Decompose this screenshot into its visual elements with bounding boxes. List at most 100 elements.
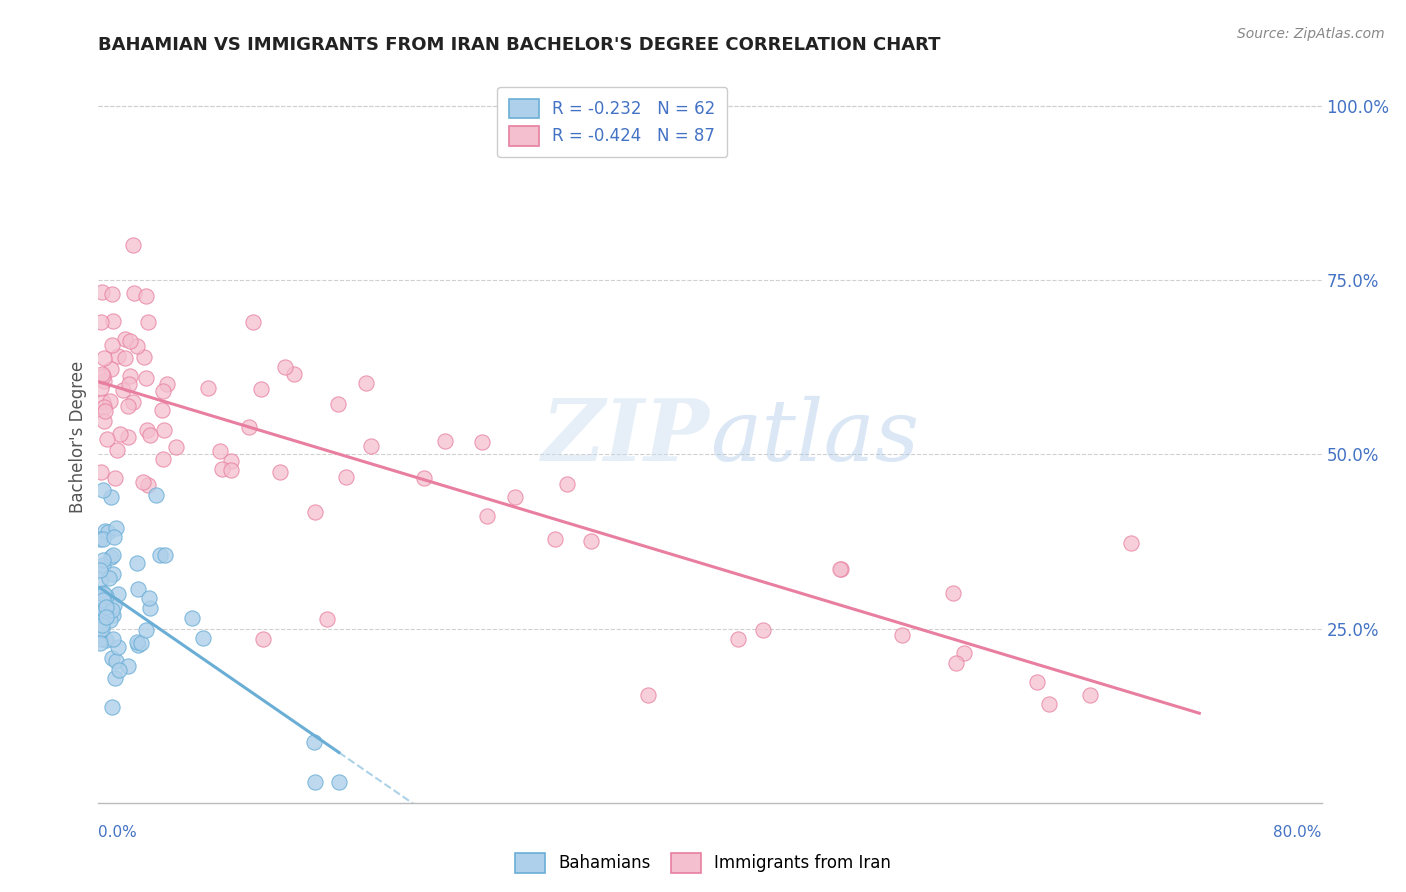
Point	[152, 423, 174, 437]
Point	[139, 428, 162, 442]
Point	[105, 521, 128, 535]
Point	[135, 423, 157, 437]
Point	[250, 382, 273, 396]
Text: BAHAMIAN VS IMMIGRANTS FROM IRAN BACHELOR'S DEGREE CORRELATION CHART: BAHAMIAN VS IMMIGRANTS FROM IRAN BACHELO…	[98, 36, 941, 54]
Point	[136, 315, 159, 329]
Point	[942, 586, 965, 600]
Point	[103, 632, 125, 646]
Point	[555, 476, 578, 491]
Point	[94, 589, 117, 603]
Point	[93, 414, 115, 428]
Point	[94, 404, 117, 418]
Point	[752, 623, 775, 637]
Point	[101, 607, 124, 622]
Point	[135, 289, 157, 303]
Point	[105, 654, 128, 668]
Point	[180, 610, 202, 624]
Point	[108, 427, 131, 442]
Point	[117, 399, 139, 413]
Point	[104, 471, 127, 485]
Point	[165, 440, 187, 454]
Point	[97, 524, 120, 539]
Point	[127, 582, 149, 596]
Point	[100, 490, 122, 504]
Point	[242, 315, 264, 329]
Point	[1038, 698, 1060, 712]
Point	[94, 609, 117, 624]
Point	[98, 613, 121, 627]
Text: atlas: atlas	[710, 396, 920, 478]
Point	[117, 659, 139, 673]
Point	[100, 362, 122, 376]
Point	[138, 601, 160, 615]
Point	[100, 603, 122, 617]
Point	[637, 688, 659, 702]
Point	[91, 558, 114, 573]
Point	[579, 534, 602, 549]
Point	[107, 350, 129, 364]
Point	[107, 587, 129, 601]
Point	[101, 338, 124, 352]
Legend: R = -0.232   N = 62, R = -0.424   N = 87: R = -0.232 N = 62, R = -0.424 N = 87	[498, 87, 727, 157]
Point	[114, 333, 136, 347]
Text: 80.0%: 80.0%	[1274, 825, 1322, 840]
Point	[94, 600, 117, 615]
Point	[219, 454, 242, 468]
Point	[269, 465, 291, 479]
Point	[91, 585, 114, 599]
Text: Source: ZipAtlas.com: Source: ZipAtlas.com	[1237, 27, 1385, 41]
Point	[209, 444, 232, 458]
Point	[94, 632, 117, 647]
Point	[93, 587, 115, 601]
Point	[316, 612, 339, 626]
Point	[138, 591, 160, 605]
Point	[117, 430, 139, 444]
Point	[90, 623, 112, 637]
Point	[145, 488, 167, 502]
Point	[98, 571, 121, 585]
Point	[127, 634, 149, 648]
Point	[1026, 674, 1049, 689]
Point	[135, 371, 157, 385]
Point	[100, 700, 122, 714]
Point	[135, 623, 157, 637]
Point	[89, 533, 111, 547]
Point	[134, 351, 156, 365]
Point	[96, 432, 118, 446]
Point	[100, 549, 122, 564]
Point	[326, 397, 349, 411]
Point	[335, 470, 357, 484]
Point	[90, 614, 112, 628]
Point	[211, 462, 233, 476]
Point	[503, 490, 526, 504]
Point	[152, 384, 174, 398]
Point	[103, 598, 125, 612]
Point	[104, 671, 127, 685]
Point	[197, 381, 219, 395]
Point	[131, 475, 153, 489]
Text: ZIP: ZIP	[543, 395, 710, 479]
Point	[108, 663, 131, 677]
Point	[93, 351, 115, 365]
Point	[114, 351, 136, 365]
Legend: Bahamians, Immigrants from Iran: Bahamians, Immigrants from Iran	[509, 847, 897, 880]
Point	[107, 640, 129, 655]
Point	[93, 401, 115, 415]
Text: 0.0%: 0.0%	[98, 825, 138, 840]
Point	[360, 439, 382, 453]
Point	[103, 531, 125, 545]
Point	[433, 434, 456, 449]
Point	[100, 287, 122, 301]
Point	[304, 505, 326, 519]
Point	[93, 595, 115, 609]
Point	[471, 435, 494, 450]
Point	[953, 646, 976, 660]
Point	[122, 286, 145, 301]
Point	[120, 368, 142, 383]
Point	[93, 602, 115, 616]
Y-axis label: Bachelor's Degree: Bachelor's Degree	[69, 361, 87, 513]
Point	[219, 463, 242, 477]
Point	[544, 532, 567, 546]
Point	[90, 465, 112, 479]
Point	[304, 775, 326, 789]
